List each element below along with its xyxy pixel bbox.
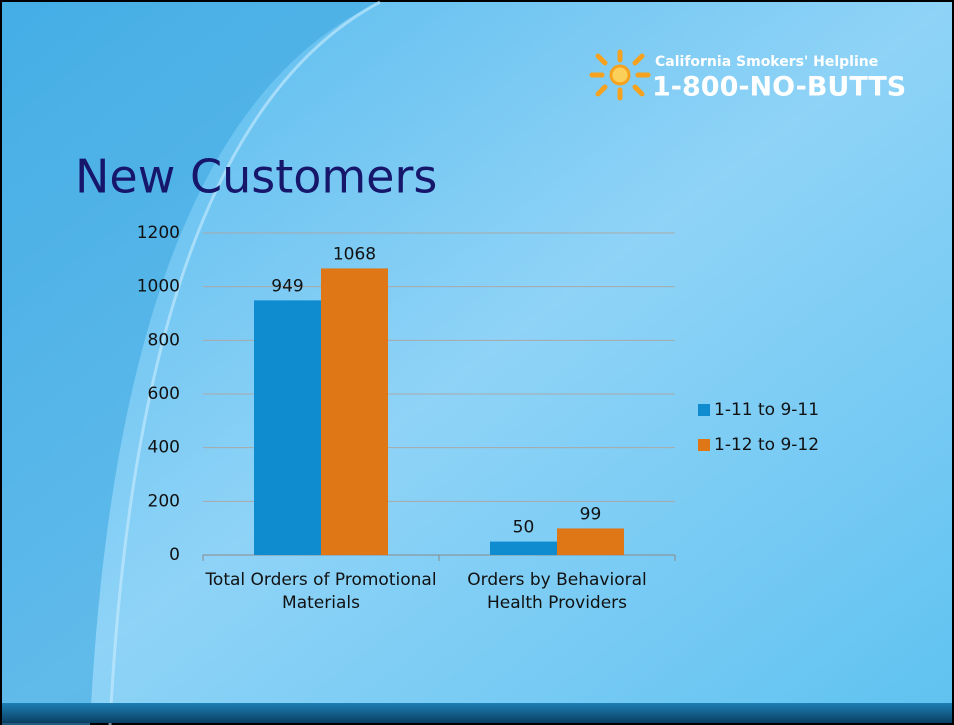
y-tick-label: 0	[169, 545, 180, 565]
x-tick-label: Orders by Behavioral Health Providers	[467, 570, 647, 613]
footer-bar	[2, 703, 952, 723]
y-tick-label: 200	[148, 491, 180, 511]
logo-tagline: California Smokers' Helpline	[655, 54, 878, 70]
logo-sun	[589, 49, 651, 101]
value-label: 50	[513, 518, 535, 538]
legend-swatch	[698, 439, 710, 451]
x-tick-label-box: Total Orders of Promotional Materials	[205, 570, 437, 613]
background-arc-line	[108, 0, 381, 725]
logo-phone: 1-800-NO-BUTTS	[652, 72, 906, 103]
y-tick-label: 1000	[137, 277, 180, 297]
bar	[321, 268, 388, 555]
legend-swatch	[698, 404, 710, 416]
legend-label: 1-12 to 9-12	[714, 435, 819, 455]
slide-title: New Customers	[75, 150, 437, 204]
bar	[490, 541, 557, 555]
bar	[557, 528, 624, 555]
value-label: 949	[271, 276, 303, 296]
x-tick-label: Total Orders of Promotional Materials	[205, 570, 437, 613]
x-tick-label-box: Orders by Behavioral Health Providers	[467, 570, 647, 613]
y-tick-label: 800	[148, 330, 180, 350]
y-tick-label: 1200	[137, 223, 180, 243]
background-arc	[2, 2, 380, 725]
value-label: 99	[580, 504, 602, 524]
bar	[254, 300, 321, 555]
y-tick-label: 600	[148, 384, 180, 404]
y-tick-label: 400	[148, 438, 180, 458]
legend-label: 1-11 to 9-11	[714, 400, 819, 420]
value-label: 1068	[333, 244, 376, 264]
